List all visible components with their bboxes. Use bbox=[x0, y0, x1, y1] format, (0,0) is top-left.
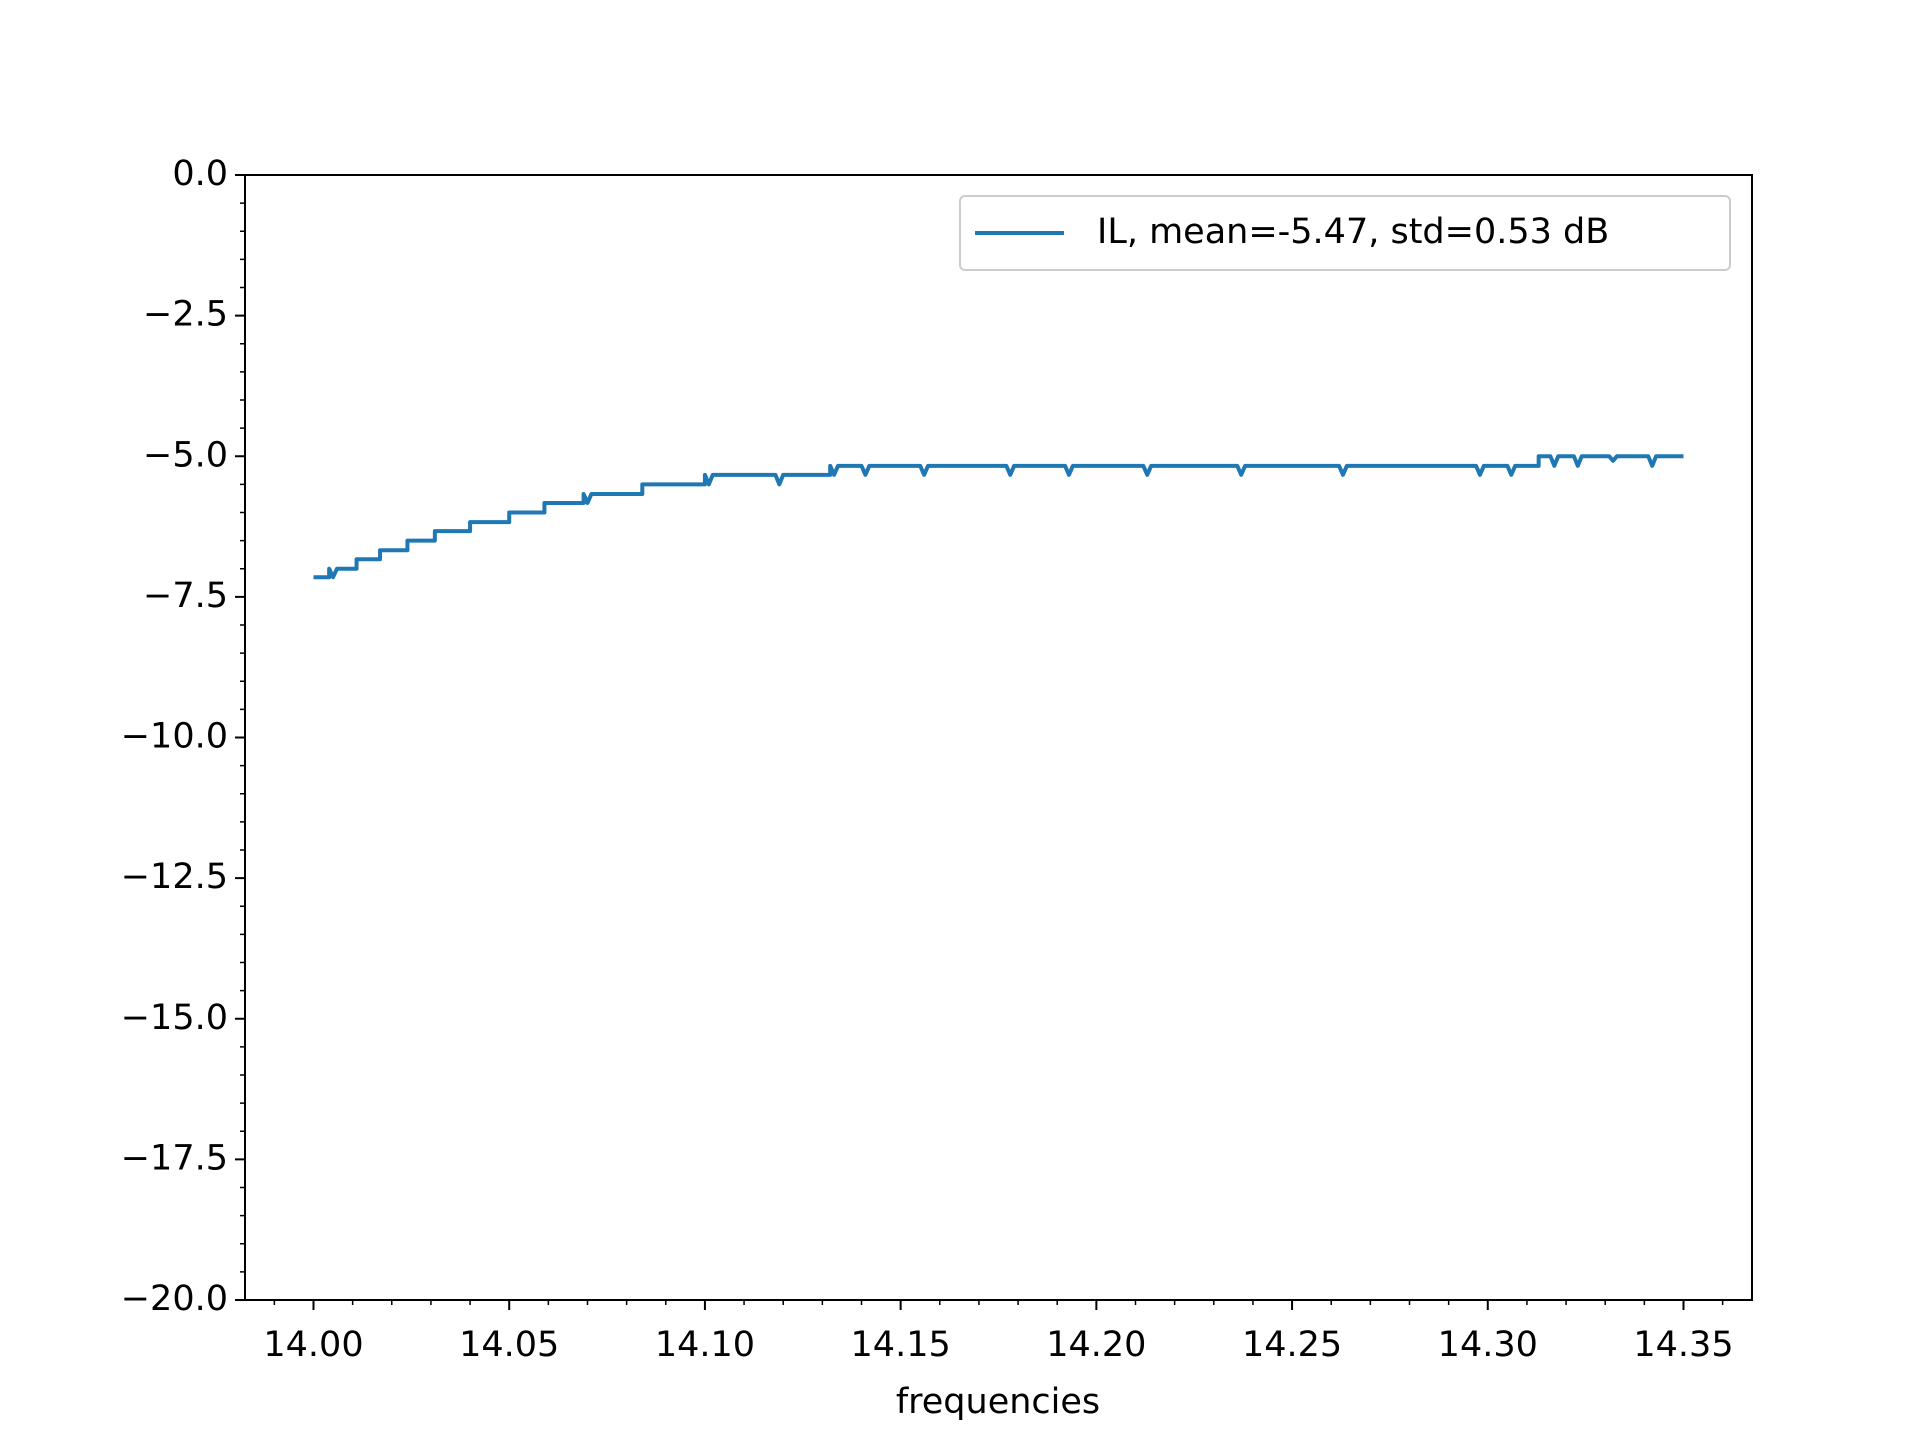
y-tick-label: −15.0 bbox=[121, 998, 228, 1038]
y-tick-label: −20.0 bbox=[121, 1279, 228, 1319]
y-tick-label: −10.0 bbox=[121, 717, 228, 757]
y-tick-label: −2.5 bbox=[143, 295, 228, 335]
x-tick-label: 14.20 bbox=[1046, 1325, 1146, 1365]
plot-frame bbox=[244, 174, 1753, 1301]
x-tick-label: 14.25 bbox=[1242, 1325, 1342, 1365]
y-tick-label: −17.5 bbox=[121, 1138, 228, 1178]
x-axis-label: frequencies bbox=[896, 1382, 1100, 1422]
x-tick-label: 14.15 bbox=[851, 1325, 951, 1365]
x-tick-label: 14.00 bbox=[263, 1325, 363, 1365]
legend-label: IL, mean=-5.47, std=0.53 dB bbox=[1097, 212, 1609, 252]
legend-box bbox=[959, 195, 1731, 271]
x-tick-label: 14.05 bbox=[459, 1325, 559, 1365]
x-tick-label: 14.30 bbox=[1438, 1325, 1538, 1365]
x-tick-label: 14.35 bbox=[1633, 1325, 1733, 1365]
data-line bbox=[313, 454, 1684, 580]
x-tick-label: 14.10 bbox=[655, 1325, 755, 1365]
y-tick-label: −7.5 bbox=[143, 576, 228, 616]
y-tick-label: 0.0 bbox=[172, 154, 228, 194]
y-tick-label: −5.0 bbox=[143, 435, 228, 475]
y-tick-label: −12.5 bbox=[121, 857, 228, 897]
